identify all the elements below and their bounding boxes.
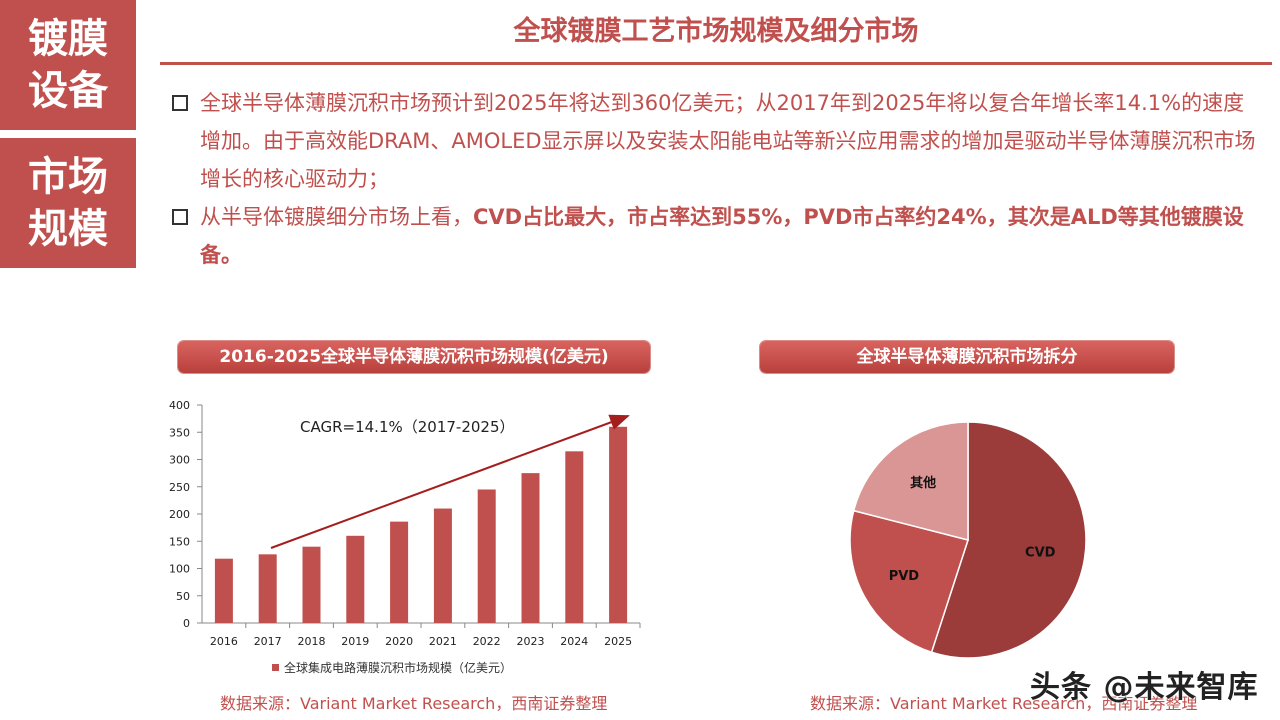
page-title: 全球镀膜工艺市场规模及细分市场	[513, 16, 919, 47]
y-tick-label: 400	[169, 399, 190, 412]
y-tick-label: 50	[176, 590, 190, 603]
y-tick-label: 350	[169, 426, 190, 439]
bullet-text: 全球半导体薄膜沉积市场预计到2025年将达到360亿美元；从2017年到2025…	[200, 91, 1256, 191]
watermark: 头条 @未来智库	[1030, 670, 1259, 705]
pie-slice-label: 其他	[910, 475, 936, 491]
y-tick-label: 200	[169, 508, 190, 521]
checkbox-square-icon	[172, 95, 188, 111]
bar	[390, 521, 409, 623]
bullet-item: 全球半导体薄膜沉积市场预计到2025年将达到360亿美元；从2017年到2025…	[170, 84, 1260, 198]
bar	[258, 554, 277, 623]
x-tick-label: 2023	[517, 635, 545, 648]
x-tick-label: 2016	[210, 635, 238, 648]
bar-chart: 2016 2017 2018 2019 2020 2021 2022 2023 2024 2025…	[169, 399, 641, 675]
pie-slice	[852, 421, 969, 541]
legend-swatch	[272, 664, 279, 671]
bar	[302, 546, 321, 623]
legend-label: 全球集成电路薄膜沉积市场规模（亿美元）	[284, 660, 512, 675]
sidebar-text: 设备	[28, 68, 108, 114]
cagr-annotation: CAGR=14.1%（2017-2025）	[300, 418, 515, 436]
x-tick-label: 2019	[341, 635, 369, 648]
pie-chart-header: 全球半导体薄膜沉积市场拆分	[760, 341, 1174, 373]
bar	[565, 451, 584, 623]
pie-slice	[930, 421, 1087, 659]
pie-slice-label: PVD	[889, 569, 920, 584]
x-tick-label: 2025	[604, 635, 632, 648]
sidebar-text: 镀膜	[28, 16, 108, 62]
data-source-right: 数据来源：Variant Market Research，西南证券整理	[810, 694, 1198, 713]
x-tick-label: 2018	[298, 635, 326, 648]
bar	[521, 473, 540, 623]
bar	[433, 508, 452, 623]
bar	[214, 558, 233, 623]
sidebar-block-equipment: 镀膜 设备	[0, 0, 136, 130]
pie-slice	[849, 509, 969, 654]
bullet-text: 从半导体镀膜细分市场上看，	[200, 205, 473, 229]
x-tick-label: 2024	[560, 635, 588, 648]
y-tick-label: 300	[169, 454, 190, 467]
cagr-arrow	[270, 414, 630, 549]
bar	[346, 535, 365, 623]
y-tick-label: 0	[183, 617, 190, 630]
y-tick-label: 100	[169, 563, 190, 576]
bar	[477, 489, 496, 623]
sidebar-text: 规模	[28, 206, 108, 252]
bullet-item: 从半导体镀膜细分市场上看，CVD占比最大，市占率达到55%，PVD市占率约24%…	[170, 198, 1260, 274]
pie-slice-label: CVD	[1025, 545, 1056, 560]
bullet-list: 全球半导体薄膜沉积市场预计到2025年将达到360亿美元；从2017年到2025…	[170, 84, 1260, 274]
bullet-bold-text: CVD占比最大，市占率达到55%，PVD市占率约24%，其次是ALD等其他镀膜设…	[200, 205, 1244, 267]
data-source-left: 数据来源：Variant Market Research，西南证券整理	[220, 694, 608, 713]
pie-chart: CVD PVD 其他	[849, 421, 1087, 659]
x-tick-label: 2022	[473, 635, 501, 648]
bar-chart-header: 2016-2025全球半导体薄膜沉积市场规模(亿美元)	[178, 341, 650, 373]
x-tick-label: 2021	[429, 635, 457, 648]
x-tick-label: 2020	[385, 635, 413, 648]
x-tick-label: 2017	[254, 635, 282, 648]
sidebar-block-market-size: 市场 规模	[0, 138, 136, 268]
title-divider	[160, 62, 1272, 65]
bar	[609, 426, 628, 623]
y-tick-label: 150	[169, 535, 190, 548]
checkbox-square-icon	[172, 209, 188, 225]
y-tick-label: 250	[169, 481, 190, 494]
sidebar-text: 市场	[28, 154, 108, 200]
